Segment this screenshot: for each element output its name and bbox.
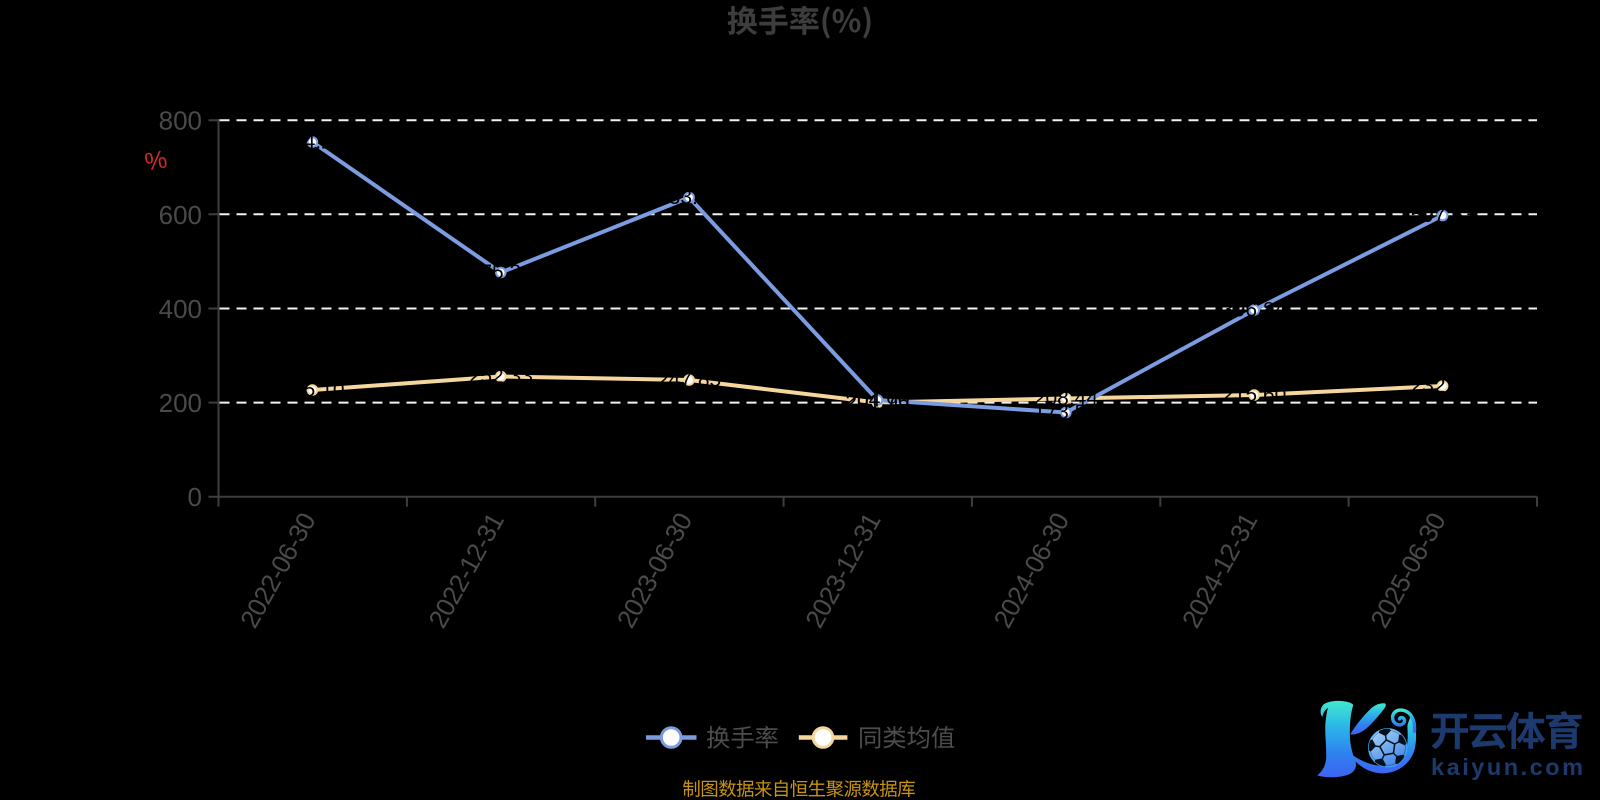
svg-text:232.71: 232.71 [1410, 375, 1474, 398]
svg-text:%: % [143, 145, 170, 176]
svg-text:400: 400 [159, 294, 202, 324]
svg-text:600: 600 [159, 200, 202, 230]
svg-text:225.10: 225.10 [280, 379, 344, 402]
svg-text:0: 0 [188, 482, 202, 512]
svg-text:800: 800 [159, 106, 202, 136]
svg-text:201.95: 201.95 [845, 391, 909, 414]
svg-text:252.33: 252.33 [469, 365, 533, 388]
svg-text:475.31: 475.31 [469, 261, 533, 284]
svg-text:200: 200 [159, 388, 202, 418]
svg-text:173.52: 173.52 [1034, 401, 1098, 424]
svg-text:247.85: 247.85 [657, 369, 721, 392]
svg-text:633.42: 633.42 [657, 186, 721, 209]
svg-text:kaiyun.com: kaiyun.com [1431, 754, 1583, 780]
svg-text:396.84: 396.84 [1222, 299, 1287, 322]
svg-text:215.60: 215.60 [1222, 384, 1286, 407]
svg-text:754.29: 754.29 [280, 131, 344, 154]
svg-text:208.44: 208.44 [1034, 387, 1099, 410]
svg-text:204.70: 204.70 [845, 389, 909, 412]
svg-text:597.63: 597.63 [1410, 204, 1474, 227]
